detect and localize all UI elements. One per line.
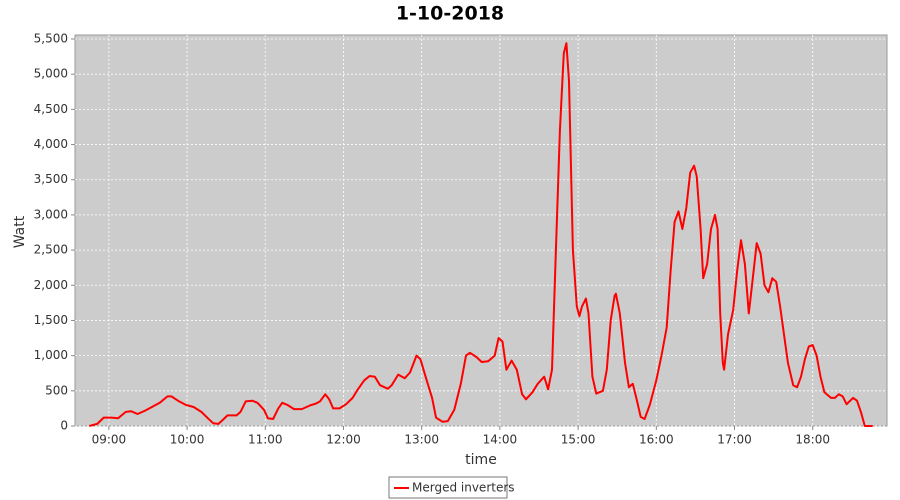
x-tick-label: 14:00: [483, 433, 518, 447]
x-tick-label: 16:00: [639, 433, 674, 447]
legend-label: Merged inverters: [412, 481, 515, 495]
y-tick-label: 2,500: [34, 243, 68, 257]
x-tick-label: 10:00: [170, 433, 205, 447]
y-tick-label: 4,000: [34, 137, 68, 151]
y-tick-label: 3,500: [34, 172, 68, 186]
chart-title: 1-10-2018: [396, 3, 504, 25]
y-tick-label: 1,000: [34, 348, 68, 362]
y-tick-label: 500: [45, 383, 68, 397]
x-tick-label: 09:00: [92, 433, 127, 447]
x-tick-label: 11:00: [248, 433, 283, 447]
y-axis-label: Watt: [12, 215, 28, 248]
y-tick-label: 1,500: [34, 313, 68, 327]
y-tick-label: 5,500: [34, 32, 68, 46]
x-tick-label: 17:00: [717, 433, 752, 447]
x-tick-label: 15:00: [561, 433, 596, 447]
y-tick-label: 2,000: [34, 278, 68, 292]
x-tick-label: 12:00: [326, 433, 361, 447]
plot-area: [74, 34, 888, 427]
x-tick-label: 18:00: [795, 433, 830, 447]
y-tick-label: 0: [60, 419, 68, 433]
x-axis-label: time: [465, 452, 497, 468]
legend-box: [388, 476, 508, 499]
y-tick-label: 4,500: [34, 102, 68, 116]
x-tick-label: 13:00: [404, 433, 439, 447]
series-line: [89, 42, 873, 427]
y-tick-label: 3,000: [34, 207, 68, 221]
y-tick-label: 5,000: [34, 67, 68, 81]
